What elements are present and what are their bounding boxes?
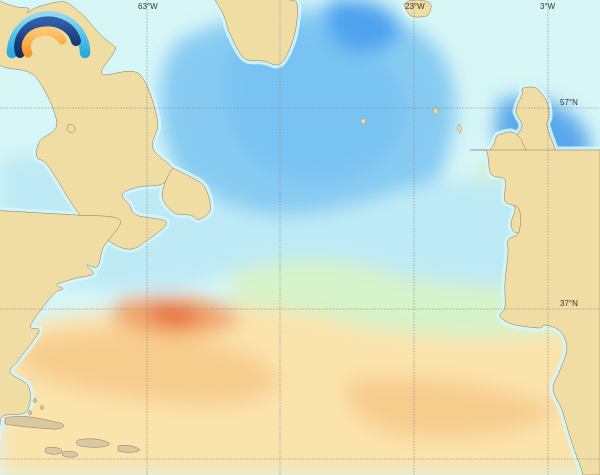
svg-text:23°W: 23°W (405, 2, 425, 11)
svg-text:37°N: 37°N (560, 299, 578, 308)
svg-text:57°N: 57°N (560, 98, 578, 107)
svg-text:63°W: 63°W (138, 2, 158, 11)
svg-text:3°W: 3°W (540, 2, 556, 11)
